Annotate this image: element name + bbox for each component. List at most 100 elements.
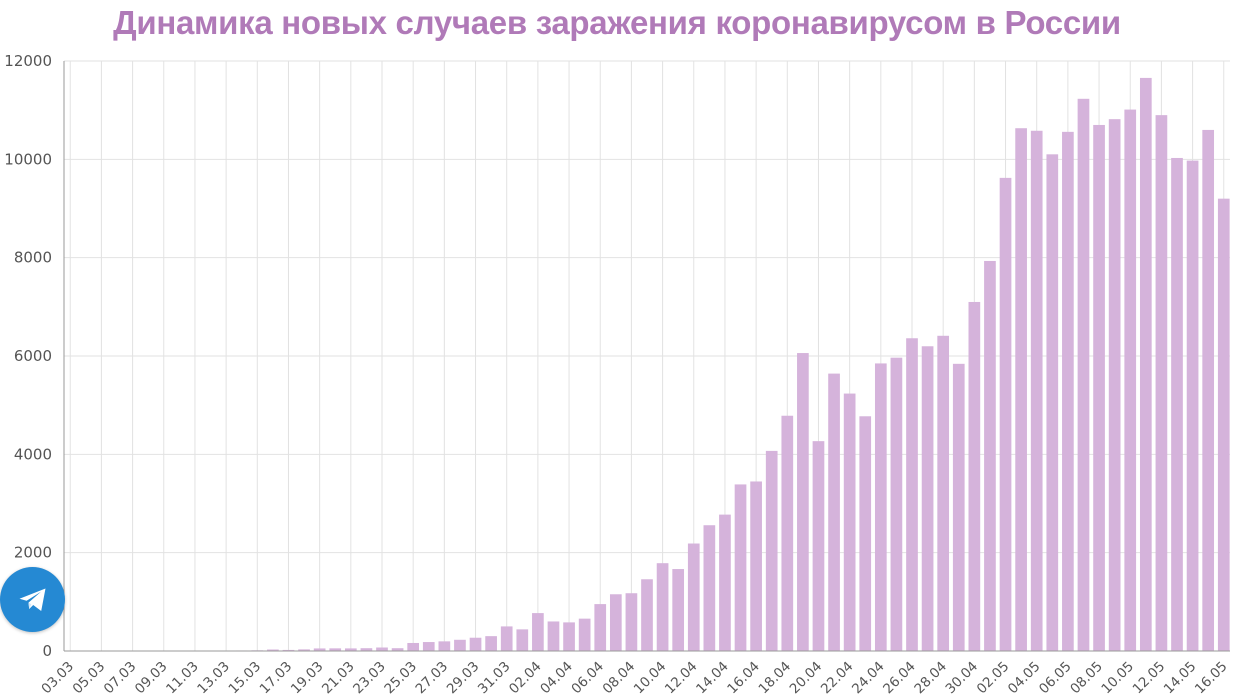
y-tick-label: 4000	[14, 445, 52, 463]
bar	[703, 525, 716, 651]
bar	[672, 569, 685, 651]
x-tick-label: 31.03	[475, 659, 514, 698]
x-tick-label: 02.05	[974, 659, 1013, 698]
y-tick-label: 10000	[4, 150, 52, 168]
x-tick-label: 30.04	[943, 659, 982, 698]
bar	[984, 260, 996, 651]
x-tick-label: 19.03	[288, 659, 327, 698]
bars	[64, 77, 1230, 652]
bar	[1139, 77, 1152, 651]
bar	[594, 604, 607, 651]
bar	[344, 648, 357, 651]
bar	[578, 618, 591, 651]
x-tick-label: 14.04	[693, 659, 732, 698]
x-tick-label: 27.03	[413, 659, 452, 698]
chart-title: Динамика новых случаев заражения коронав…	[113, 4, 1121, 41]
bar	[937, 335, 950, 651]
x-tick-label: 20.04	[787, 659, 826, 698]
x-tick-label: 28.04	[911, 659, 950, 698]
x-tick-label: 22.04	[818, 659, 857, 698]
bar	[781, 415, 794, 651]
bar	[1202, 129, 1215, 652]
x-tick-label: 06.04	[568, 659, 607, 698]
bar	[906, 338, 918, 651]
bar	[625, 593, 638, 651]
y-tick-label: 0	[42, 642, 52, 660]
y-tick-label: 12000	[4, 52, 52, 70]
bar	[407, 642, 420, 651]
bar	[999, 177, 1012, 651]
bar	[843, 393, 856, 651]
x-tick-label: 14.05	[1161, 659, 1200, 698]
x-tick-label: 05.03	[70, 659, 109, 698]
telegram-icon	[19, 588, 45, 611]
x-tick-label: 25.03	[381, 659, 420, 698]
bar	[500, 626, 513, 651]
axes	[63, 61, 1230, 652]
y-tick-labels: 0 2000 4000 6000 8000 10000 12000	[4, 52, 52, 660]
bar	[547, 621, 560, 651]
x-tick-label: 23.03	[350, 659, 389, 698]
bar	[1046, 154, 1059, 651]
bar	[313, 648, 326, 651]
x-tick-label: 10.05	[1098, 659, 1137, 698]
bar	[734, 484, 747, 651]
x-tick-label: 17.03	[257, 659, 296, 698]
bar	[1062, 131, 1074, 651]
x-tick-label: 09.03	[132, 659, 171, 698]
bar	[750, 481, 762, 651]
bar	[438, 641, 451, 651]
bar	[282, 649, 295, 651]
x-tick-label: 08.05	[1067, 659, 1106, 698]
bar	[1124, 109, 1137, 652]
bar	[656, 563, 669, 651]
bar	[391, 648, 404, 651]
bar	[874, 363, 887, 651]
bar	[376, 647, 388, 651]
x-tick-label: 08.04	[600, 659, 639, 698]
y-tick-label: 6000	[14, 347, 52, 365]
bar	[1171, 157, 1183, 651]
bar	[921, 346, 934, 651]
bar	[641, 579, 653, 651]
x-tick-labels: 03.0305.0307.0309.0311.0313.0315.0317.03…	[38, 659, 1230, 698]
x-tick-label: 21.03	[319, 659, 358, 698]
bar	[828, 373, 840, 651]
bar	[267, 649, 279, 651]
x-tick-label: 03.03	[38, 659, 77, 698]
bar	[797, 353, 809, 651]
x-tick-label: 16.04	[724, 659, 763, 698]
bar	[329, 648, 342, 651]
x-tick-label: 04.04	[537, 659, 576, 698]
x-tick-label: 13.03	[194, 659, 233, 698]
bar	[1217, 198, 1230, 651]
x-tick-label: 26.04	[880, 659, 919, 698]
bar	[859, 416, 872, 651]
x-tick-label: 16.05	[1192, 659, 1231, 698]
x-tick-label: 04.05	[1005, 659, 1044, 698]
y-tick-label: 2000	[14, 544, 52, 562]
bar	[298, 649, 310, 651]
x-tick-label: 12.05	[1130, 659, 1169, 698]
bar	[687, 543, 700, 651]
x-tick-label: 15.03	[225, 659, 264, 698]
bar	[1077, 98, 1090, 652]
bar	[890, 357, 903, 651]
bar	[532, 613, 544, 651]
telegram-share-button[interactable]	[0, 567, 65, 632]
x-tick-label: 11.03	[163, 659, 202, 698]
bar	[360, 648, 373, 651]
bar	[719, 514, 731, 651]
bar	[1186, 160, 1199, 651]
bar	[1015, 128, 1027, 652]
bar	[485, 636, 497, 651]
y-tick-label: 8000	[14, 249, 52, 267]
x-tick-label: 24.04	[849, 659, 888, 698]
bar	[609, 594, 622, 651]
bar	[422, 642, 435, 651]
bar	[563, 622, 575, 651]
bar	[1155, 115, 1168, 651]
bar	[1108, 119, 1121, 651]
x-tick-label: 02.04	[506, 659, 545, 698]
